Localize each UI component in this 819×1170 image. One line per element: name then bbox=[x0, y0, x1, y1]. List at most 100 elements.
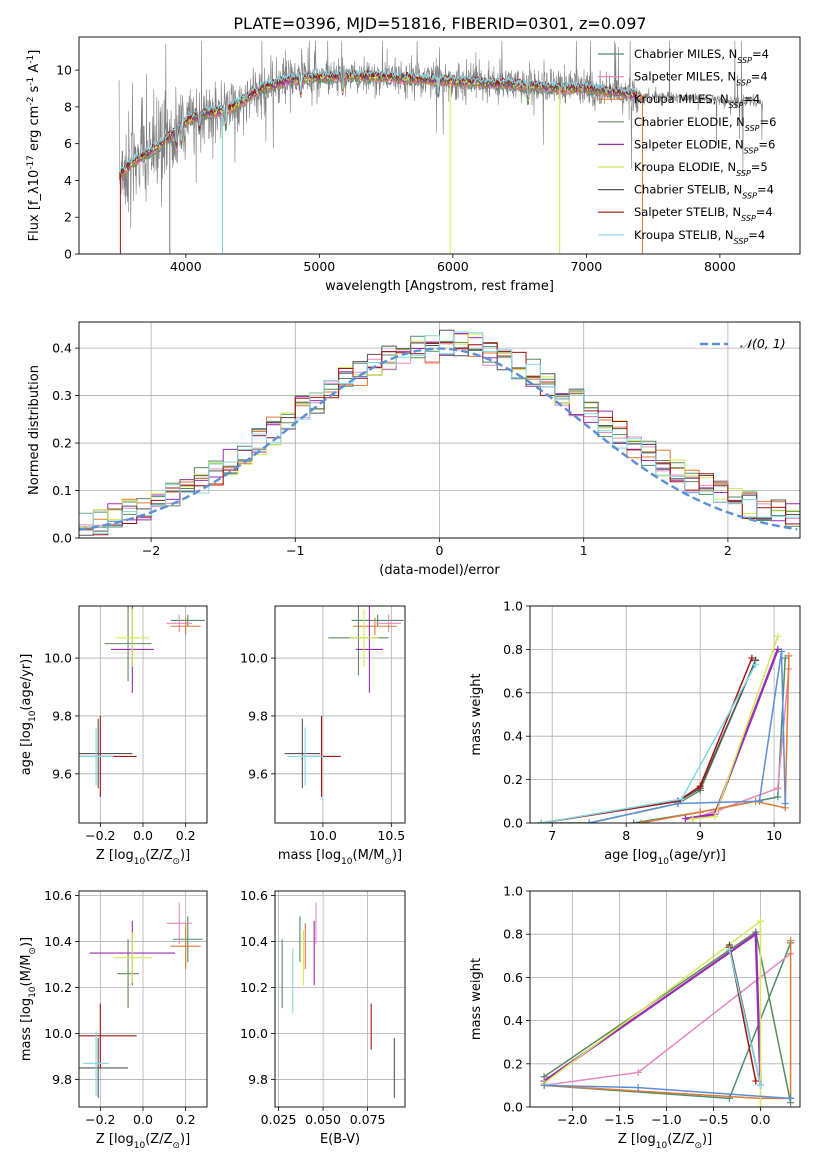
x-tick-label: −1.5 bbox=[604, 1112, 634, 1127]
y-tick-label: 1.0 bbox=[503, 599, 523, 614]
x-tick-label: −1.0 bbox=[651, 1112, 681, 1127]
weight-marker bbox=[634, 1068, 642, 1076]
weight-marker bbox=[787, 1094, 795, 1102]
plot-area bbox=[79, 329, 800, 536]
weight-line bbox=[728, 949, 762, 1086]
legend-label: Chabrier ELODIE, NSSP=6 bbox=[634, 115, 776, 133]
legend-label: Salpeter MILES, NSSP=4 bbox=[634, 70, 768, 88]
x-axis-label: E(B-V) bbox=[320, 1132, 360, 1147]
x-tick-label: 2 bbox=[724, 543, 732, 558]
weight-vs-metallicity-chart: −2.0 −1.5 −1.0 −0.5 0.0 0.0 0.2 0.4 0.6 0.8 1.0 Z [… bbox=[469, 884, 801, 1151]
x-tick-label: 10 bbox=[766, 828, 782, 843]
mass-vs-extinction-chart: 0.025 0.050 0.075 9.8 10.0 10.2 10.4 10.6 E(B-V) bbox=[240, 888, 406, 1147]
histogram-step bbox=[79, 335, 800, 530]
y-tick-label: 0.4 bbox=[503, 729, 523, 744]
plot-area bbox=[540, 917, 795, 1107]
histogram-step bbox=[79, 333, 800, 528]
plot-area bbox=[79, 606, 205, 797]
x-tick-label: 10.0 bbox=[309, 828, 337, 843]
legend-label: Chabrier STELIB, NSSP=4 bbox=[634, 183, 774, 201]
y-tick-label: 0.8 bbox=[503, 927, 523, 942]
weight-marker bbox=[752, 1077, 760, 1085]
weight-marker bbox=[711, 812, 719, 820]
mass-vs-metallicity-chart: −0.2 0.0 0.2 9.8 10.0 10.2 10.4 10.6 Z [log10(Z/… bbox=[19, 888, 208, 1151]
weight-marker bbox=[752, 930, 760, 938]
y-tick-label: 0 bbox=[64, 247, 72, 262]
weight-marker bbox=[696, 782, 704, 790]
y-tick-label: 9.8 bbox=[52, 708, 72, 723]
residual-histogram-chart: −2 −1 0 1 2 0.0 0.1 0.2 0.3 0.4 (data-model)/error… bbox=[27, 321, 801, 578]
x-tick-label: 10.5 bbox=[377, 828, 405, 843]
plot-area bbox=[284, 606, 404, 797]
weight-marker bbox=[537, 819, 545, 823]
model-spectrum-line bbox=[118, 68, 637, 174]
weight-marker bbox=[634, 1084, 642, 1092]
plot-area bbox=[281, 902, 395, 1098]
weight-marker bbox=[540, 1081, 548, 1089]
plot-area bbox=[118, 40, 763, 254]
legend-label: Salpeter STELIB, NSSP=4 bbox=[634, 205, 773, 223]
histogram-step bbox=[79, 341, 800, 526]
y-tick-label: 2 bbox=[64, 210, 72, 225]
x-tick-label: 0.0 bbox=[133, 828, 153, 843]
weight-vs-age-chart: 7 8 9 10 0.0 0.2 0.4 0.6 0.8 1.0 age [log10(age/yr… bbox=[469, 599, 801, 867]
x-tick-label: 7000 bbox=[570, 259, 602, 274]
observed-spectrum-line bbox=[118, 40, 763, 229]
y-tick-label: 0.4 bbox=[52, 341, 72, 356]
y-tick-label: 10.0 bbox=[44, 651, 72, 666]
y-tick-label: 0.1 bbox=[52, 483, 72, 498]
model-spectrum-line bbox=[118, 73, 643, 180]
x-tick-label: 0.0 bbox=[751, 1112, 771, 1127]
x-tick-label: 0.2 bbox=[176, 828, 196, 843]
weight-marker bbox=[778, 648, 786, 656]
x-tick-label: 0 bbox=[436, 543, 444, 558]
x-tick-label: 1 bbox=[580, 543, 588, 558]
weight-marker bbox=[755, 797, 763, 805]
y-tick-label: 10.6 bbox=[44, 888, 72, 903]
y-tick-label: 9.8 bbox=[52, 1072, 72, 1087]
y-tick-label: 10.6 bbox=[240, 888, 268, 903]
weight-line bbox=[543, 953, 792, 1087]
y-axis-label: age [log10(age/yr)] bbox=[19, 654, 38, 776]
y-tick-label: 0.3 bbox=[52, 388, 72, 403]
x-tick-label: 0.025 bbox=[261, 1112, 297, 1127]
weight-marker bbox=[774, 632, 782, 640]
x-tick-label: 0.050 bbox=[305, 1112, 341, 1127]
y-tick-label: 1.0 bbox=[503, 884, 523, 899]
normal-curve bbox=[79, 347, 798, 531]
x-tick-label: 0.2 bbox=[176, 1112, 196, 1127]
weight-line bbox=[540, 657, 753, 823]
axes-frame bbox=[78, 321, 801, 539]
histogram-step bbox=[79, 329, 800, 536]
y-tick-label: 10.0 bbox=[44, 1026, 72, 1041]
x-tick-label: 6000 bbox=[437, 259, 469, 274]
legend-label: Kroupa MILES, NSSP=4 bbox=[634, 92, 760, 110]
x-axis-label: (data-model)/error bbox=[379, 563, 500, 578]
x-tick-label: −0.5 bbox=[698, 1112, 728, 1127]
x-tick-label: 7 bbox=[548, 828, 556, 843]
histogram-step bbox=[79, 331, 800, 534]
weight-marker bbox=[781, 654, 789, 662]
y-tick-label: 9.6 bbox=[52, 766, 72, 781]
weight-marker bbox=[774, 793, 782, 801]
weight-marker bbox=[785, 652, 793, 660]
x-axis-label: Z [log10(Z/Z⊙)] bbox=[96, 848, 190, 867]
y-tick-label: 10.2 bbox=[240, 980, 268, 995]
weight-marker bbox=[756, 1081, 764, 1089]
weight-marker bbox=[781, 799, 789, 807]
weight-line bbox=[541, 660, 757, 823]
figure-title: PLATE=0396, MJD=51816, FIBERID=0301, z=0… bbox=[233, 14, 646, 33]
y-tick-label: 10 bbox=[56, 63, 72, 78]
weight-marker bbox=[696, 808, 704, 816]
age-vs-metallicity-chart: −0.2 0.0 0.2 9.6 9.8 10.0 Z [log10(Z/Z⊙)] age [… bbox=[19, 605, 208, 867]
y-axis-label: Flux [f_λ10-17 erg cm-2 s-1 A-1] bbox=[26, 50, 42, 242]
weight-marker bbox=[674, 799, 682, 807]
age-vs-mass-chart: 10.0 10.5 9.6 9.8 10.0 mass [log10(M/M⊙)] bbox=[240, 605, 406, 867]
y-axis-label: mass [log10(M/M⊙)] bbox=[19, 937, 38, 1061]
weight-marker bbox=[678, 795, 686, 803]
x-axis-label: wavelength [Angstrom, rest frame] bbox=[325, 279, 554, 294]
weight-marker bbox=[630, 819, 638, 823]
x-tick-label: −0.2 bbox=[85, 828, 115, 843]
weight-marker bbox=[689, 815, 697, 823]
